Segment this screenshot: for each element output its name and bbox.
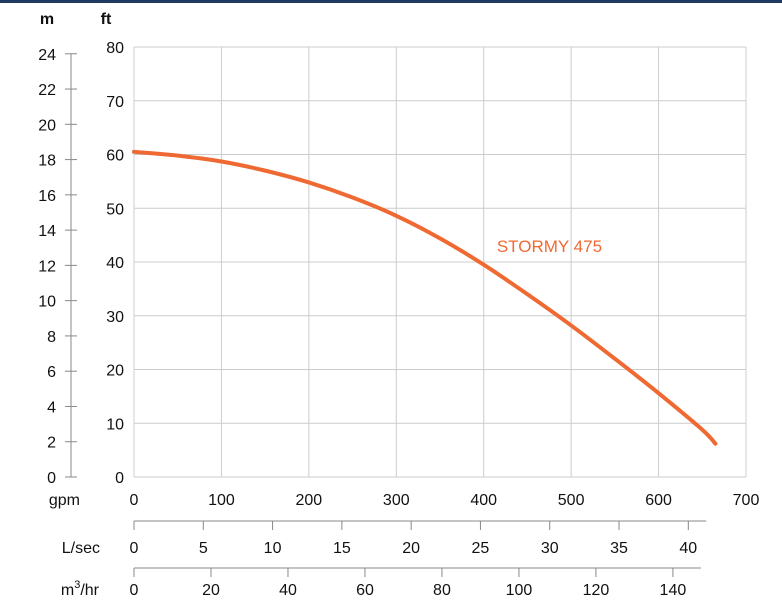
m3hr-tick-label-140: 140 [660, 582, 687, 599]
m-tick-label-12: 12 [38, 258, 56, 275]
gpm-tick-label-0: 0 [130, 492, 139, 509]
gpm-tick-label-300: 300 [383, 492, 410, 509]
ft-tick-label-70: 70 [106, 94, 124, 111]
m3hr-tick-label-0: 0 [130, 582, 139, 599]
ft-tick-label-60: 60 [106, 148, 124, 165]
m3hr-tick-label-80: 80 [433, 582, 451, 599]
m3hr-tick-label-100: 100 [506, 582, 533, 599]
m-tick-label-8: 8 [47, 329, 56, 346]
m-axis-unit-label: m [40, 11, 54, 28]
m-tick-label-18: 18 [38, 153, 56, 170]
ft-tick-label-80: 80 [106, 40, 124, 57]
m-tick-label-16: 16 [38, 188, 56, 205]
series-line-0 [132, 149, 718, 446]
ft-tick-label-50: 50 [106, 201, 124, 218]
m3hr-tick-label-120: 120 [583, 582, 610, 599]
m-tick-label-20: 20 [38, 117, 56, 134]
m-tick-label-0: 0 [47, 470, 56, 487]
lsec-tick-label-10: 10 [264, 540, 282, 557]
lsec-tick-label-0: 0 [130, 540, 139, 557]
gpm-tick-label-400: 400 [470, 492, 497, 509]
ft-axis-unit-label: ft [101, 11, 112, 28]
lsec-tick-label-40: 40 [679, 540, 697, 557]
m-tick-label-14: 14 [38, 223, 56, 240]
lsec-tick-label-25: 25 [472, 540, 490, 557]
ft-tick-label-0: 0 [115, 470, 124, 487]
gpm-tick-label-200: 200 [296, 492, 323, 509]
top-border-bar [0, 0, 782, 3]
gpm-tick-label-700: 700 [733, 492, 760, 509]
m-tick-label-2: 2 [47, 435, 56, 452]
ft-tick-label-30: 30 [106, 309, 124, 326]
lsec-tick-label-35: 35 [610, 540, 628, 557]
m-tick-label-4: 4 [47, 399, 56, 416]
m3hr-label-base: m [61, 582, 74, 599]
lsec-axis-unit-label: L/sec [62, 540, 100, 557]
ft-tick-label-40: 40 [106, 255, 124, 272]
series-layer: STORMY 475 [132, 149, 718, 446]
m-tick-label-6: 6 [47, 364, 56, 381]
series-label-0: STORMY 475 [497, 237, 602, 256]
m-tick-label-22: 22 [38, 82, 56, 99]
m3hr-tick-label-60: 60 [356, 582, 374, 599]
grid-layer [133, 46, 747, 478]
m3hr-axis-unit-label: m3/hr [61, 579, 100, 599]
lsec-tick-label-5: 5 [199, 540, 208, 557]
m-tick-label-10: 10 [38, 294, 56, 311]
gpm-axis-unit-label: gpm [49, 492, 80, 509]
gpm-tick-label-100: 100 [208, 492, 235, 509]
ft-tick-label-20: 20 [106, 363, 124, 380]
gpm-tick-label-500: 500 [558, 492, 585, 509]
ft-tick-label-10: 10 [106, 416, 124, 433]
m3hr-label-tail: /hr [80, 582, 99, 599]
lsec-tick-label-20: 20 [402, 540, 420, 557]
lsec-tick-label-30: 30 [541, 540, 559, 557]
gpm-tick-label-600: 600 [645, 492, 672, 509]
m3hr-tick-label-20: 20 [202, 582, 220, 599]
lsec-tick-label-15: 15 [333, 540, 351, 557]
m-tick-label-24: 24 [38, 47, 56, 64]
m3hr-label-sup: 3 [74, 579, 80, 591]
m3hr-tick-label-40: 40 [279, 582, 297, 599]
